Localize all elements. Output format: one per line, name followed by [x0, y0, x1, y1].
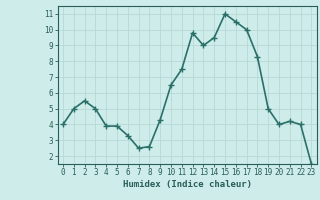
X-axis label: Humidex (Indice chaleur): Humidex (Indice chaleur)	[123, 180, 252, 189]
